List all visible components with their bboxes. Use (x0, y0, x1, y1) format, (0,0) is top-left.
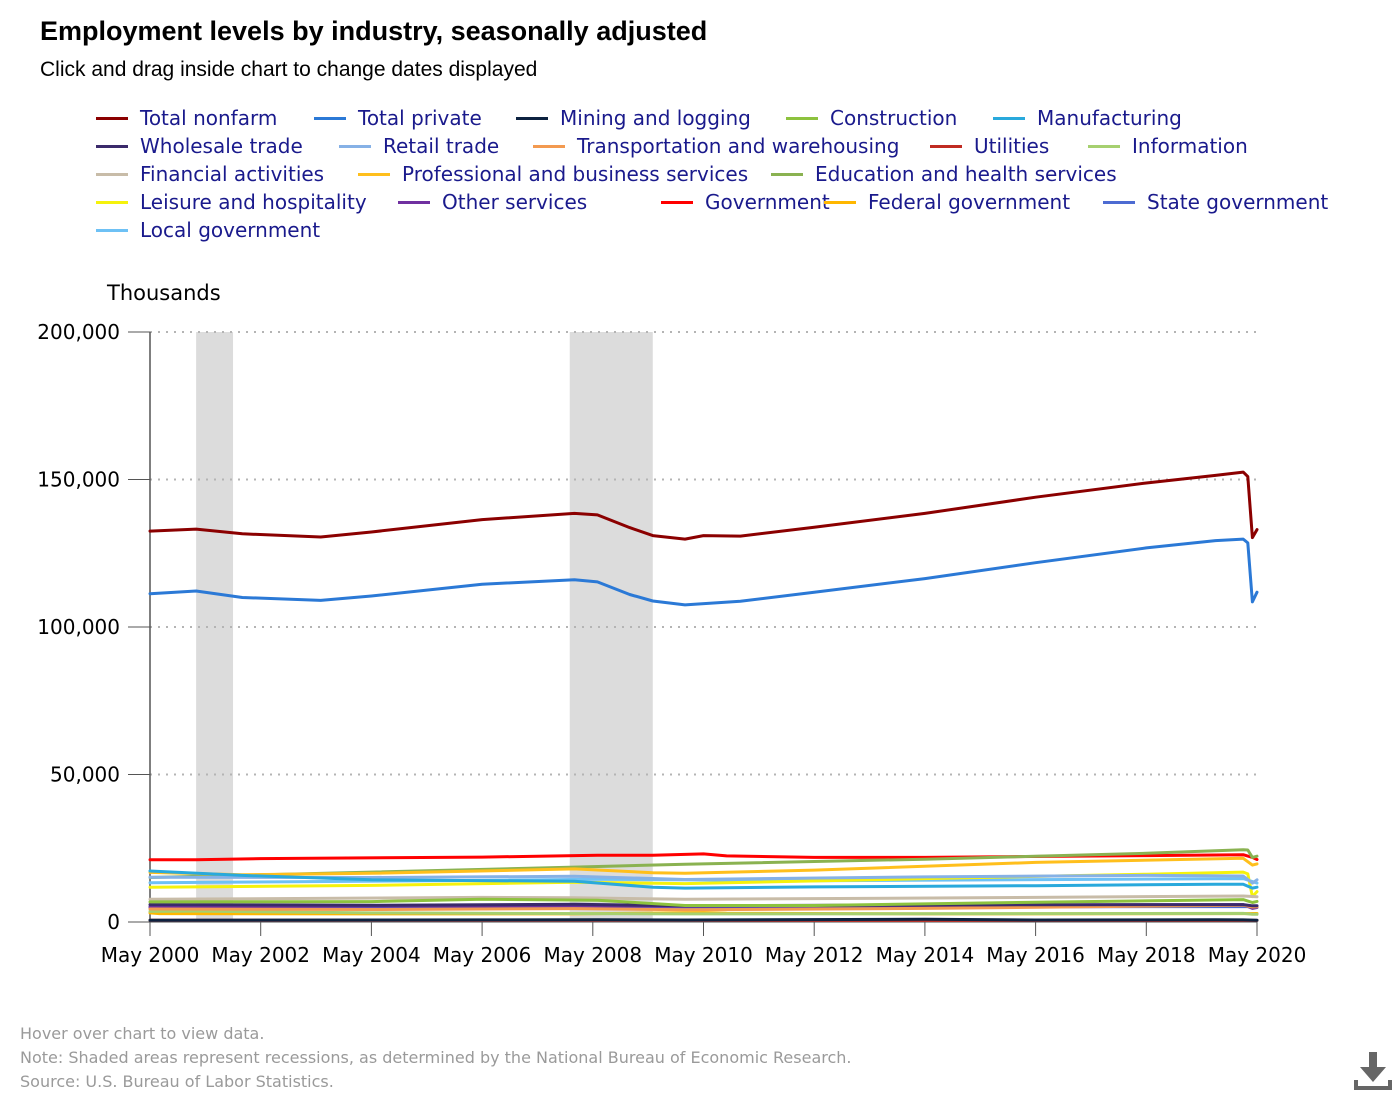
series-line-total-private[interactable] (148, 537, 1259, 607)
legend-swatch (1103, 200, 1135, 204)
x-tick-label: May 2010 (654, 943, 753, 967)
legend-label: Transportation and warehousing (577, 134, 900, 158)
legend-swatch (930, 144, 962, 148)
legend-item-federal-government[interactable]: Federal government (824, 188, 1070, 216)
download-icon[interactable] (1352, 1050, 1394, 1094)
legend-label: Construction (830, 106, 958, 130)
legend-swatch (993, 116, 1025, 120)
y-tick-label: 100,000 (37, 615, 120, 639)
chart-subtitle: Click and drag inside chart to change da… (40, 58, 538, 81)
legend-swatch (398, 200, 430, 204)
legend-swatch (1088, 144, 1120, 148)
legend-item-government[interactable]: Government (661, 188, 830, 216)
y-tick-label: 150,000 (37, 468, 120, 492)
legend-item-leisure-and-hospitality[interactable]: Leisure and hospitality (96, 188, 367, 216)
legend-label: State government (1147, 190, 1329, 214)
legend-swatch (96, 228, 128, 232)
y-tick-label: 200,000 (37, 320, 120, 344)
legend-label: Wholesale trade (140, 134, 303, 158)
legend-row: Local government (96, 216, 1386, 244)
source-note: Source: U.S. Bureau of Labor Statistics. (20, 1072, 334, 1091)
legend-swatch (96, 200, 128, 204)
legend-row: Financial activities Professional and bus… (96, 160, 1386, 188)
legend-label: Retail trade (383, 134, 500, 158)
legend-swatch (96, 172, 128, 176)
chart-legend: Total nonfarm Total private Mining and log… (96, 104, 1386, 244)
legend-item-financial-activities[interactable]: Financial activities (96, 160, 324, 188)
legend-item-total-nonfarm[interactable]: Total nonfarm (96, 104, 277, 132)
y-tick-label: 50,000 (50, 763, 120, 787)
legend-swatch (786, 116, 818, 120)
y-tick-label: 0 (107, 910, 120, 934)
legend-label: Other services (442, 190, 588, 214)
legend-label: Total private (358, 106, 482, 130)
legend-item-mining-and-logging[interactable]: Mining and logging (516, 104, 751, 132)
legend-label: Manufacturing (1037, 106, 1182, 130)
legend-label: Mining and logging (560, 106, 751, 130)
legend-label: Total nonfarm (140, 106, 278, 130)
x-tick-label: May 2004 (322, 943, 421, 967)
legend-item-other-services[interactable]: Other services (398, 188, 587, 216)
legend-item-transportation-and-warehousing[interactable]: Transportation and warehousing (533, 132, 899, 160)
legend-label: Financial activities (140, 162, 325, 186)
legend-item-information[interactable]: Information (1088, 132, 1248, 160)
legend-item-professional-and-business-services[interactable]: Professional and business services (358, 160, 748, 188)
x-tick-label: May 2014 (876, 943, 975, 967)
x-tick-label: May 2018 (1097, 943, 1196, 967)
legend-swatch (661, 200, 693, 204)
hover-note: Hover over chart to view data. (20, 1024, 265, 1043)
legend-item-education-and-health-services[interactable]: Education and health services (771, 160, 1117, 188)
x-tick-label: May 2016 (986, 943, 1085, 967)
x-tick-label: May 2002 (211, 943, 310, 967)
legend-swatch (339, 144, 371, 148)
legend-label: Utilities (974, 134, 1050, 158)
y-axis-label: Thousands (106, 281, 221, 305)
x-tick-label: May 2008 (543, 943, 642, 967)
series-line-financial-activities[interactable] (148, 894, 1259, 901)
legend-label: Government (705, 190, 830, 214)
series-line-professional-and-business-services[interactable] (148, 856, 1259, 877)
legend-swatch (96, 144, 128, 148)
series-line-mining-and-logging[interactable] (148, 917, 1259, 922)
legend-item-retail-trade[interactable]: Retail trade (339, 132, 499, 160)
legend-item-wholesale-trade[interactable]: Wholesale trade (96, 132, 303, 160)
legend-label: Information (1132, 134, 1248, 158)
legend-item-total-private[interactable]: Total private (314, 104, 482, 132)
legend-swatch (516, 116, 548, 120)
legend-swatch (771, 172, 803, 176)
line-chart[interactable]: 0 50,000 100,000 150,000 200,000 Thousands May… (0, 270, 1400, 990)
x-tick-label: May 2006 (433, 943, 532, 967)
legend-label: Professional and business services (402, 162, 749, 186)
series-line-manufacturing[interactable] (148, 869, 1259, 890)
legend-item-manufacturing[interactable]: Manufacturing (993, 104, 1182, 132)
legend-item-state-government[interactable]: State government (1103, 188, 1328, 216)
series-line-government[interactable] (148, 852, 1259, 862)
series-line-construction[interactable] (148, 897, 1259, 907)
x-tick-label: May 2012 (765, 943, 864, 967)
series-line-total-nonfarm[interactable] (148, 470, 1259, 541)
recession-note: Note: Shaded areas represent recessions,… (20, 1048, 852, 1067)
legend-item-local-government[interactable]: Local government (96, 216, 320, 244)
legend-swatch (358, 172, 390, 176)
legend-swatch (824, 200, 856, 204)
legend-label: Federal government (868, 190, 1071, 214)
series-line-retail-trade[interactable] (148, 873, 1259, 885)
legend-swatch (533, 144, 565, 148)
x-tick-label: May 2000 (101, 943, 200, 967)
legend-item-utilities[interactable]: Utilities (930, 132, 1049, 160)
legend-swatch (314, 116, 346, 120)
legend-row: Wholesale trade Retail trade Transportatio… (96, 132, 1386, 160)
legend-label: Leisure and hospitality (140, 190, 367, 214)
x-tick-label: May 2020 (1208, 943, 1307, 967)
chart-title: Employment levels by industry, seasonall… (40, 16, 708, 46)
series-line-information[interactable] (148, 909, 1259, 916)
legend-row: Total nonfarm Total private Mining and log… (96, 104, 1386, 132)
legend-row: Leisure and hospitality Other services Gov… (96, 188, 1386, 216)
legend-item-construction[interactable]: Construction (786, 104, 957, 132)
legend-label: Education and health services (815, 162, 1117, 186)
legend-label: Local government (140, 218, 321, 242)
legend-swatch (96, 116, 128, 120)
